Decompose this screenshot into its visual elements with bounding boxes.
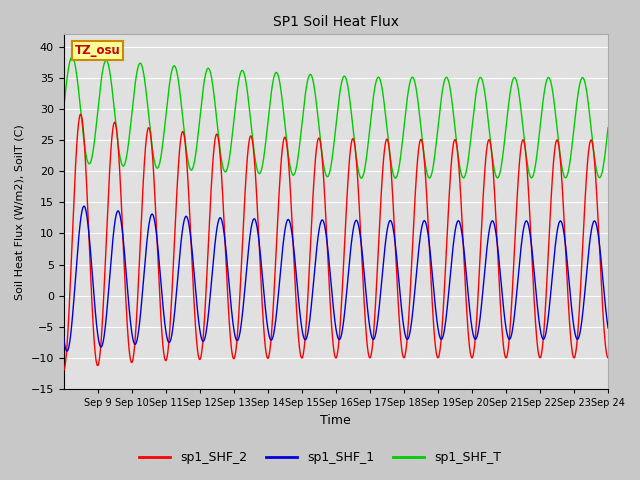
Text: TZ_osu: TZ_osu — [74, 44, 120, 57]
Title: SP1 Soil Heat Flux: SP1 Soil Heat Flux — [273, 15, 399, 29]
X-axis label: Time: Time — [321, 414, 351, 427]
Legend: sp1_SHF_2, sp1_SHF_1, sp1_SHF_T: sp1_SHF_2, sp1_SHF_1, sp1_SHF_T — [134, 446, 506, 469]
Y-axis label: Soil Heat Flux (W/m2), SoilT (C): Soil Heat Flux (W/m2), SoilT (C) — [15, 124, 25, 300]
